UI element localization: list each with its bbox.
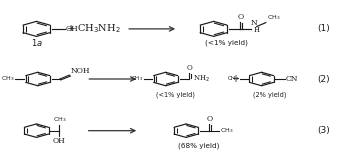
- Text: CH$_3$: CH$_3$: [220, 126, 234, 135]
- Text: O: O: [187, 64, 193, 72]
- Text: NH$_2$: NH$_2$: [193, 74, 210, 84]
- Text: OH: OH: [53, 137, 66, 145]
- Text: N: N: [251, 19, 257, 27]
- Text: $\mathit{1a}$: $\mathit{1a}$: [31, 37, 42, 48]
- Text: (3): (3): [317, 126, 330, 135]
- Text: +: +: [231, 74, 239, 84]
- Text: O: O: [207, 115, 213, 123]
- Text: H: H: [254, 26, 260, 34]
- Text: O: O: [238, 13, 244, 21]
- Text: CH$_3$: CH$_3$: [131, 75, 143, 83]
- Text: CN: CN: [286, 75, 298, 83]
- Text: (2% yield): (2% yield): [253, 91, 286, 98]
- Text: (<1% yield): (<1% yield): [156, 91, 195, 98]
- Text: (68% yield): (68% yield): [178, 142, 220, 149]
- Text: (1): (1): [317, 24, 330, 33]
- Text: (2): (2): [318, 75, 330, 83]
- Text: CH$_3$: CH$_3$: [53, 115, 66, 124]
- Text: OH: OH: [66, 25, 78, 33]
- Text: CH$_3$: CH$_3$: [1, 75, 14, 83]
- Text: NOH: NOH: [71, 67, 90, 75]
- Text: CH$_3$: CH$_3$: [267, 13, 280, 22]
- Text: + CH$_3$NH$_2$: + CH$_3$NH$_2$: [66, 22, 121, 35]
- Text: (<1% yield): (<1% yield): [205, 40, 248, 46]
- Text: CH$_3$: CH$_3$: [227, 75, 239, 83]
